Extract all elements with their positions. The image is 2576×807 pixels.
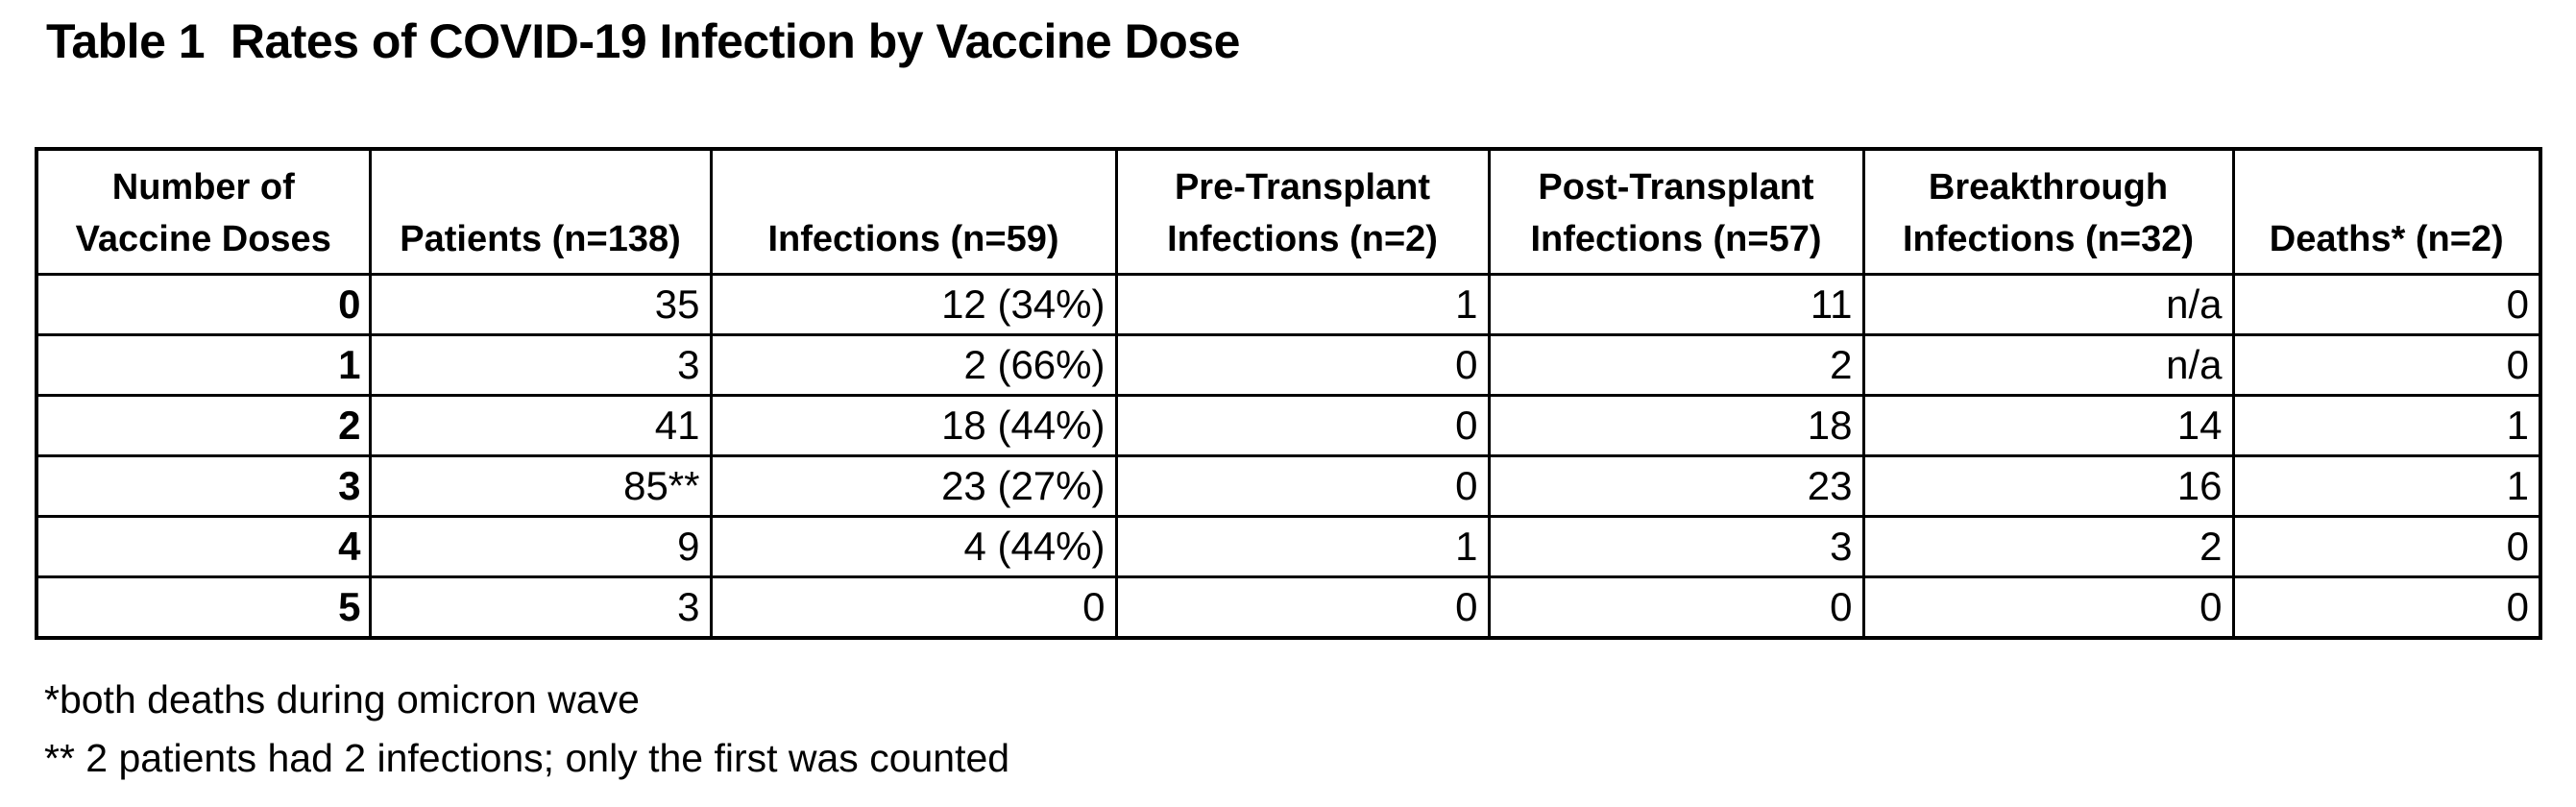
table-row: 3 85** 23 (27%) 0 23 16 1 bbox=[35, 454, 2542, 518]
header-pre-transplant-infections: Pre-Transplant Infections (n=2) bbox=[1114, 147, 1491, 276]
cell-post-transplant: 23 bbox=[1487, 454, 1865, 518]
table-row: 2 41 18 (44%) 0 18 14 1 bbox=[35, 394, 2542, 457]
cell-infections: 0 bbox=[709, 575, 1118, 640]
cell-post-transplant: 18 bbox=[1487, 394, 1865, 457]
cell-post-transplant: 2 bbox=[1487, 333, 1865, 397]
cell-pre-transplant: 1 bbox=[1114, 515, 1491, 578]
cell-deaths: 1 bbox=[2231, 394, 2542, 457]
cell-pre-transplant: 1 bbox=[1114, 273, 1491, 336]
cell-patients: 41 bbox=[368, 394, 713, 457]
cell-patients: 9 bbox=[368, 515, 713, 578]
cell-breakthrough: n/a bbox=[1861, 333, 2235, 397]
footnotes: *both deaths during omicron wave ** 2 pa… bbox=[44, 671, 1009, 788]
table-row: 5 3 0 0 0 0 0 bbox=[35, 575, 2542, 640]
cell-pre-transplant: 0 bbox=[1114, 394, 1491, 457]
table-row: 0 35 12 (34%) 1 11 n/a 0 bbox=[35, 273, 2542, 336]
table-title: Table 1 Rates of COVID-19 Infection by V… bbox=[46, 14, 1240, 68]
cell-post-transplant: 0 bbox=[1487, 575, 1865, 640]
cell-post-transplant: 3 bbox=[1487, 515, 1865, 578]
cell-doses: 4 bbox=[35, 515, 372, 578]
cell-breakthrough: 14 bbox=[1861, 394, 2235, 457]
cell-pre-transplant: 0 bbox=[1114, 575, 1491, 640]
footnote-deaths: *both deaths during omicron wave bbox=[44, 677, 640, 721]
cell-deaths: 0 bbox=[2231, 515, 2542, 578]
cell-patients: 85** bbox=[368, 454, 713, 518]
cell-breakthrough: 16 bbox=[1861, 454, 2235, 518]
cell-patients: 3 bbox=[368, 333, 713, 397]
cell-breakthrough: 2 bbox=[1861, 515, 2235, 578]
cell-breakthrough: 0 bbox=[1861, 575, 2235, 640]
table-header-row: Number of Vaccine Doses Patients (n=138)… bbox=[35, 147, 2542, 276]
cell-infections: 18 (44%) bbox=[709, 394, 1118, 457]
header-post-transplant-infections: Post-Transplant Infections (n=57) bbox=[1487, 147, 1865, 276]
header-number-of-vaccine-doses: Number of Vaccine Doses bbox=[35, 147, 372, 276]
header-infections: Infections (n=59) bbox=[709, 147, 1118, 276]
cell-doses: 5 bbox=[35, 575, 372, 640]
footnote-patients: ** 2 patients had 2 infections; only the… bbox=[44, 736, 1010, 780]
cell-patients: 35 bbox=[368, 273, 713, 336]
cell-breakthrough: n/a bbox=[1861, 273, 2235, 336]
cell-infections: 23 (27%) bbox=[709, 454, 1118, 518]
cell-infections: 2 (66%) bbox=[709, 333, 1118, 397]
cell-pre-transplant: 0 bbox=[1114, 333, 1491, 397]
header-breakthrough-infections: Breakthrough Infections (n=32) bbox=[1861, 147, 2235, 276]
cell-infections: 4 (44%) bbox=[709, 515, 1118, 578]
cell-doses: 3 bbox=[35, 454, 372, 518]
cell-doses: 2 bbox=[35, 394, 372, 457]
cell-post-transplant: 11 bbox=[1487, 273, 1865, 336]
cell-pre-transplant: 0 bbox=[1114, 454, 1491, 518]
cell-doses: 0 bbox=[35, 273, 372, 336]
header-patients: Patients (n=138) bbox=[368, 147, 713, 276]
cell-deaths: 0 bbox=[2231, 273, 2542, 336]
table-row: 4 9 4 (44%) 1 3 2 0 bbox=[35, 515, 2542, 578]
cell-deaths: 1 bbox=[2231, 454, 2542, 518]
cell-deaths: 0 bbox=[2231, 333, 2542, 397]
table-row: 1 3 2 (66%) 0 2 n/a 0 bbox=[35, 333, 2542, 397]
cell-doses: 1 bbox=[35, 333, 372, 397]
cell-deaths: 0 bbox=[2231, 575, 2542, 640]
cell-infections: 12 (34%) bbox=[709, 273, 1118, 336]
data-table: Number of Vaccine Doses Patients (n=138)… bbox=[35, 147, 2542, 640]
header-deaths: Deaths* (n=2) bbox=[2231, 147, 2542, 276]
cell-patients: 3 bbox=[368, 575, 713, 640]
